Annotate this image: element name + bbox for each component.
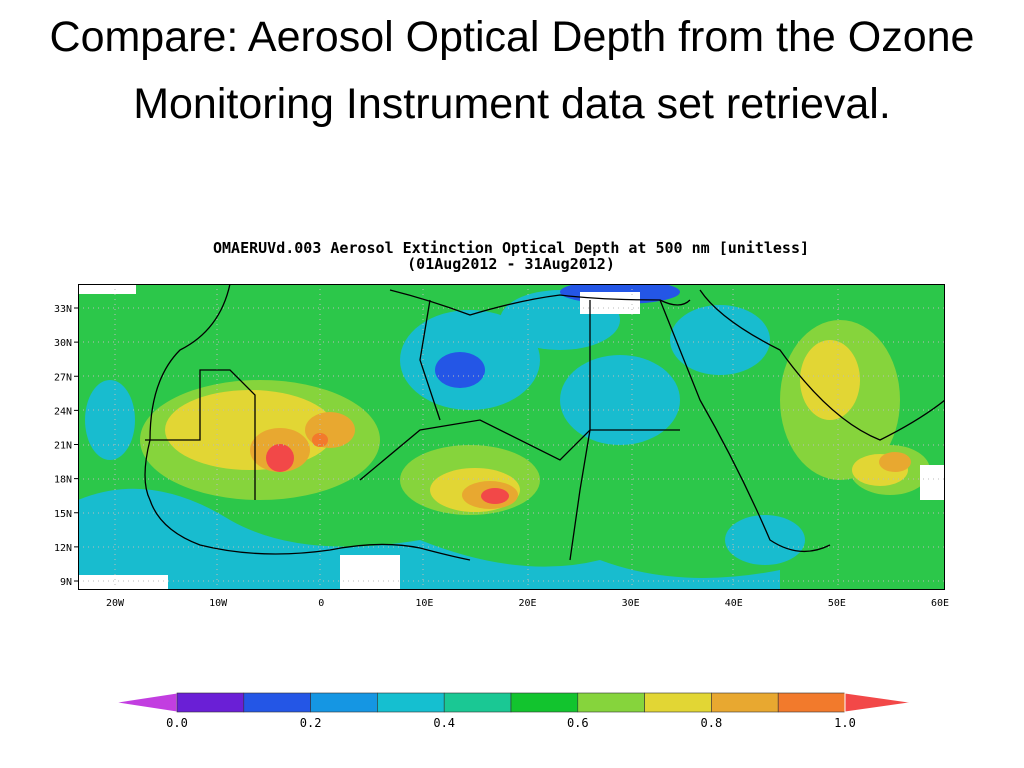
lat-label: 33N	[54, 304, 72, 315]
colorbar-box	[644, 692, 712, 713]
lon-label: 0	[318, 598, 324, 609]
colorbar-box	[577, 692, 645, 713]
colorbar-box	[243, 692, 311, 713]
lat-label: 9N	[60, 577, 72, 588]
lon-label: 20E	[518, 598, 536, 609]
colorbar-label: 1.0	[834, 716, 856, 730]
lon-label: 30E	[622, 598, 640, 609]
colorbar-box	[176, 692, 245, 713]
colorbar-end	[114, 692, 178, 713]
colorbar-label: 0.4	[433, 716, 455, 730]
colorbar-label: 0.2	[300, 716, 322, 730]
colorbar-label: 0.8	[701, 716, 723, 730]
map-title: OMAERUVd.003 Aerosol Extinction Optical …	[213, 239, 809, 257]
lat-label: 30N	[54, 338, 72, 349]
colorbar-box	[377, 692, 445, 713]
colorbar-box	[310, 692, 378, 713]
colorbar-end	[844, 692, 913, 713]
lat-label: 27N	[54, 372, 72, 383]
lat-label: 24N	[54, 406, 72, 417]
lat-label: 18N	[54, 475, 72, 486]
lon-label: 10W	[209, 598, 228, 609]
colorbar-box	[443, 692, 512, 713]
map-subtitle: (01Aug2012 - 31Aug2012)	[407, 255, 615, 273]
lon-label: 20W	[106, 598, 125, 609]
aod-map	[78, 284, 945, 590]
lat-label: 15N	[54, 509, 72, 520]
colorbar-box	[510, 692, 579, 713]
colorbar-label: 0.0	[166, 716, 188, 730]
colorbar-box	[711, 692, 779, 713]
lat-label: 21N	[54, 441, 72, 452]
colorbar-label: 0.6	[567, 716, 589, 730]
lon-label: 60E	[931, 598, 949, 609]
lon-label: 40E	[725, 598, 743, 609]
colorbar-box	[777, 692, 846, 713]
slide-title: Compare: Aerosol Optical Depth from the …	[49, 13, 975, 128]
lat-label: 12N	[54, 543, 72, 554]
lon-label: 10E	[415, 598, 433, 609]
lon-label: 50E	[828, 598, 846, 609]
